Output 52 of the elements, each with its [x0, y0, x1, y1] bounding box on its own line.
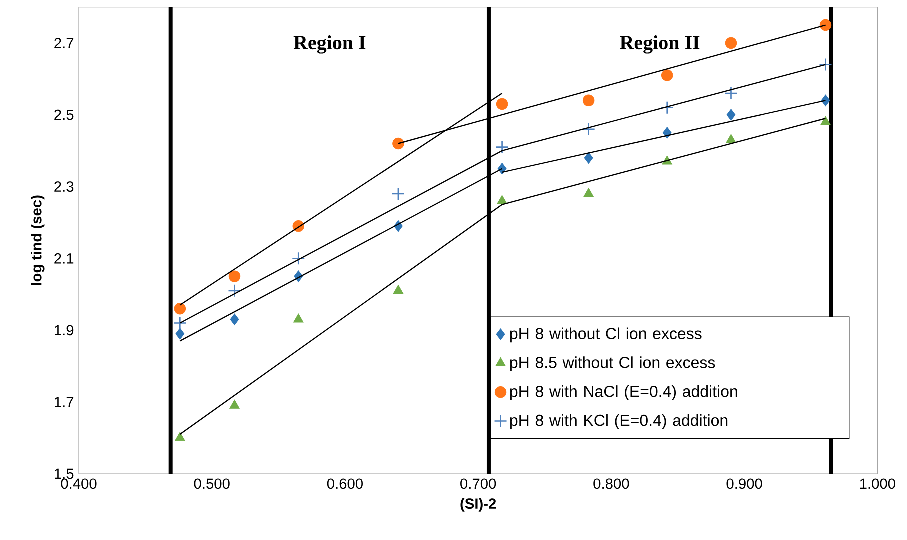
- point: [173, 316, 187, 330]
- point: [175, 432, 186, 442]
- point: [584, 152, 594, 164]
- y-tick-label: 1.9: [55, 325, 74, 336]
- y-tick-label: 1.7: [55, 397, 74, 408]
- legend-label: pH 8 without Cl ion excess: [510, 328, 702, 343]
- y-tick-label: 2.3: [54, 182, 74, 192]
- x-tick-label: 0.800: [594, 478, 630, 490]
- x-tick-label: 0.900: [726, 478, 762, 490]
- y-tick-label: 2.5: [54, 110, 74, 120]
- point: [726, 109, 736, 121]
- point: [230, 400, 240, 409]
- point: [294, 314, 304, 323]
- point: [174, 303, 186, 315]
- annotation: Region II: [620, 36, 700, 54]
- point: [228, 270, 241, 282]
- legend-label: pH 8 with KCl (E=0.4) addition: [510, 414, 728, 430]
- y-tick-label: 2.7: [54, 38, 74, 48]
- x-tick-label: 0.500: [194, 478, 230, 490]
- y-tick-label: 2.1: [54, 254, 74, 264]
- point: [393, 285, 404, 294]
- x-axis-title: (SI)-2: [460, 498, 496, 512]
- legend-label: pH 8 with NaCl (E=0.4) addition: [510, 386, 738, 400]
- point: [582, 94, 595, 107]
- point: [661, 70, 674, 82]
- y-axis-title: log tind (sec): [31, 196, 45, 286]
- point: [724, 86, 738, 100]
- point: [582, 122, 596, 136]
- x-tick-label: 0.700: [460, 478, 496, 490]
- point: [496, 140, 509, 154]
- point: [230, 314, 240, 326]
- point: [725, 37, 738, 50]
- point: [726, 134, 736, 144]
- point: [820, 19, 832, 32]
- point: [292, 252, 306, 266]
- point: [392, 138, 404, 150]
- point: [392, 187, 406, 201]
- y-tick-label: 1.5: [55, 468, 74, 480]
- legend-label: pH 8.5 without Cl ion excess: [510, 356, 716, 372]
- x-tick-label: 1.000: [860, 478, 896, 490]
- point: [496, 98, 508, 110]
- point: [660, 101, 674, 115]
- point: [228, 284, 242, 298]
- x-tick-label: 0.600: [327, 478, 363, 490]
- point: [819, 58, 832, 72]
- point: [584, 188, 594, 198]
- point: [821, 94, 830, 107]
- point: [820, 116, 831, 126]
- annotation: Region I: [294, 36, 366, 54]
- point: [176, 328, 185, 340]
- point: [497, 195, 508, 204]
- x-tick-label: 0.400: [61, 478, 97, 490]
